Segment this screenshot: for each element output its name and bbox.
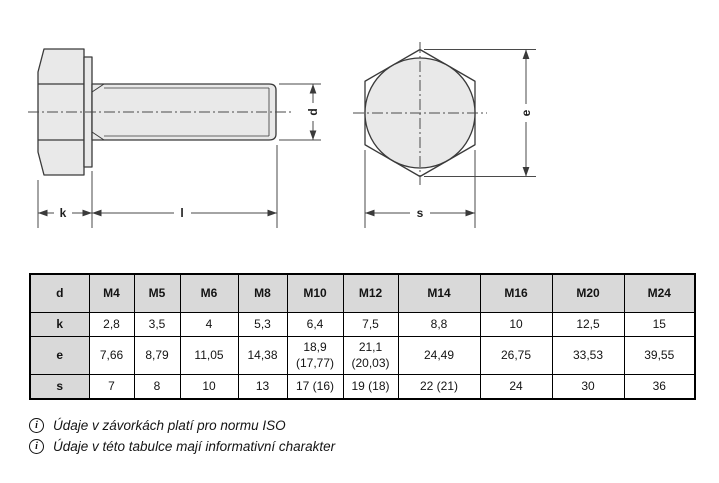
- dimension-value-cell: 11,05: [179, 336, 239, 375]
- bolt-technical-drawing: d k l e s: [28, 42, 536, 228]
- dimension-k-arrow-left: [38, 209, 48, 217]
- dimension-k-extension-lines: [37, 171, 93, 228]
- dimension-value-cell: 30: [551, 374, 625, 400]
- note-informative-text: Údaje v této tabulce mají informativní c…: [53, 439, 336, 454]
- dimension-value-cell: 10: [479, 312, 553, 337]
- info-icon: i: [29, 418, 44, 433]
- thread-lines: [104, 87, 270, 137]
- dimension-value-cell: 21,1 (20,03): [342, 336, 399, 375]
- dimension-value-cell: 10: [179, 374, 239, 400]
- thread-runout-lines: [91, 83, 105, 141]
- table-body: k 2,8 3,5 4 5,3 6,4 7,5 8,8 10 12,5 15 e 7,66 8,79 11,…: [29, 312, 696, 400]
- row-label: e: [29, 336, 90, 375]
- dimension-value-cell: 7,66: [88, 336, 135, 375]
- dimension-value-cell: 19 (18): [342, 374, 399, 400]
- centerlines-end-view: [353, 42, 487, 185]
- dimension-value-cell: 12,5: [551, 312, 625, 337]
- dimensions-table: d M4 M5 M6 M8 M10 M12 M14 M16 M20 M24 k 2,8 3,5 4 5,3 6…: [29, 273, 696, 400]
- column-header: M16: [479, 273, 553, 313]
- note-iso-text: Údaje v závorkách platí pro normu ISO: [53, 418, 286, 433]
- table-row: k 2,8 3,5 4 5,3 6,4 7,5 8,8 10 12,5 15: [29, 312, 696, 337]
- dimension-value-cell: 15: [623, 312, 696, 337]
- dimension-s-arrow-right: [465, 209, 475, 217]
- dimension-e-extension-lines: [424, 49, 536, 177]
- dimension-value-cell: 6,4: [286, 312, 344, 337]
- dimension-s-arrow-left: [365, 209, 375, 217]
- row-label: s: [29, 374, 90, 400]
- dimension-value-cell: 24,49: [397, 336, 481, 375]
- dimension-l: [92, 145, 278, 228]
- dimension-l-arrow-right: [267, 209, 277, 217]
- column-header: M12: [342, 273, 399, 313]
- dimension-value-cell: 8,79: [133, 336, 181, 375]
- column-header: d: [29, 273, 90, 313]
- dimension-d-arrow-up: [309, 84, 317, 94]
- dimension-value-cell: 7: [88, 374, 135, 400]
- header-row: d M4 M5 M6 M8 M10 M12 M14 M16 M20 M24: [29, 273, 696, 313]
- dimension-value-cell: 7,5: [342, 312, 399, 337]
- dimension-k-arrow-right: [82, 209, 92, 217]
- dimension-value-cell: 8: [133, 374, 181, 400]
- dimension-value-cell: 5,3: [237, 312, 288, 337]
- dimension-e-arrow-down: [522, 167, 530, 177]
- dimension-k-label: k: [60, 206, 67, 220]
- dimension-value-cell: 36: [623, 374, 696, 400]
- dimension-d-extension-lines: [279, 83, 321, 141]
- dimension-s-label: s: [417, 206, 424, 220]
- table-row: s 7 8 10 13 17 (16) 19 (18) 22 (21) 24 30 36: [29, 374, 696, 400]
- column-header: M6: [179, 273, 239, 313]
- column-header: M14: [397, 273, 481, 313]
- dimension-value-cell: 2,8: [88, 312, 135, 337]
- dimension-value-cell: 22 (21): [397, 374, 481, 400]
- dimension-e-label: e: [519, 109, 533, 116]
- dimension-value-cell: 17 (16): [286, 374, 344, 400]
- dimension-value-cell: 33,53: [551, 336, 625, 375]
- column-header: M10: [286, 273, 344, 313]
- head-face-lines: [38, 83, 84, 141]
- column-header: M20: [551, 273, 625, 313]
- dimension-e-arrow-up: [522, 49, 530, 59]
- dimension-s-extension-lines: [364, 150, 476, 228]
- dimension-value-cell: 14,38: [237, 336, 288, 375]
- dimension-value-cell: 39,55: [623, 336, 696, 375]
- dimension-value-cell: 24: [479, 374, 553, 400]
- dimension-l-arrow-left: [92, 209, 102, 217]
- column-header: M5: [133, 273, 181, 313]
- column-header: M24: [623, 273, 696, 313]
- dimension-value-cell: 13: [237, 374, 288, 400]
- dimension-l-label: l: [180, 206, 183, 220]
- dimension-value-cell: 8,8: [397, 312, 481, 337]
- info-icon: i: [29, 439, 44, 454]
- dimension-value-cell: 26,75: [479, 336, 553, 375]
- table-row: e 7,66 8,79 11,05 14,38 18,9 (17,77) 21,1 (20,…: [29, 336, 696, 375]
- note-iso: i Údaje v závorkách platí pro normu ISO: [29, 418, 286, 433]
- dimension-value-cell: 4: [179, 312, 239, 337]
- column-header: M4: [88, 273, 135, 313]
- dimension-value-cell: 3,5: [133, 312, 181, 337]
- note-informative: i Údaje v této tabulce mají informativní…: [29, 439, 335, 454]
- dimension-value-cell: 18,9 (17,77): [286, 336, 344, 375]
- column-header: M8: [237, 273, 288, 313]
- row-label: k: [29, 312, 90, 337]
- dimension-d-label: d: [306, 108, 320, 115]
- dimension-d-arrow-down: [309, 130, 317, 140]
